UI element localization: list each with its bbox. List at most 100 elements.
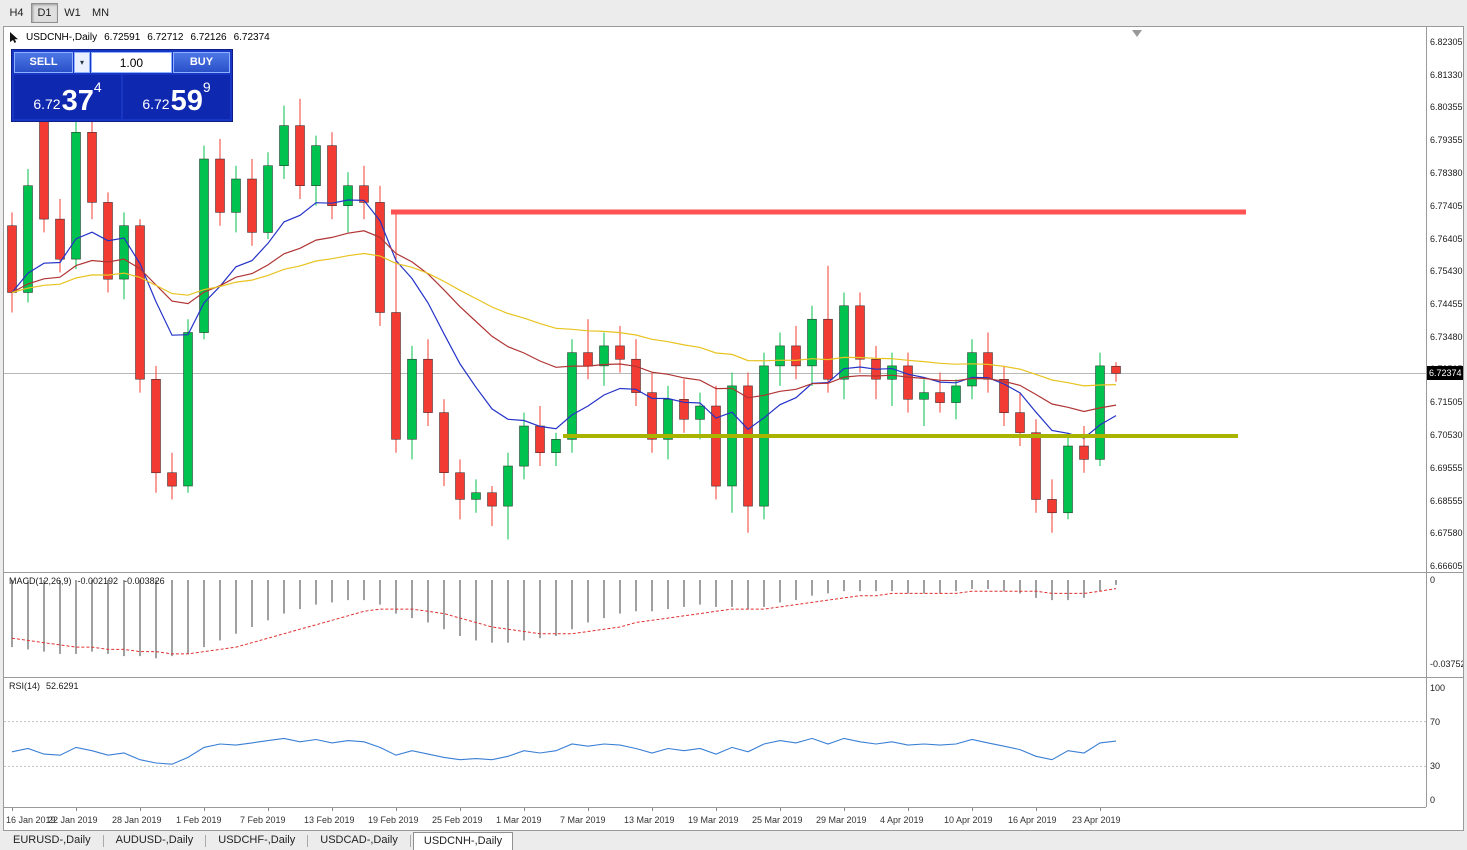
tab-usdcad-daily[interactable]: USDCAD-,Daily [320, 834, 398, 846]
volume-input[interactable] [90, 52, 172, 73]
time-axis-tick [1100, 808, 1101, 811]
macd-histogram-bar [315, 580, 317, 605]
candle-body [503, 465, 513, 507]
time-axis-label: 1 Feb 2019 [176, 815, 222, 825]
buy-button[interactable]: BUY [172, 52, 230, 73]
candle-body [855, 305, 865, 360]
candle-body [1015, 412, 1025, 433]
rsi-indicator-canvas[interactable] [4, 677, 1426, 807]
rsi-axis-label: 70 [1430, 717, 1441, 727]
macd-histogram-bar [491, 580, 493, 643]
candle-body [1047, 499, 1057, 514]
macd-histogram-bar [155, 580, 157, 659]
candle-body [583, 352, 593, 367]
tab-divider [102, 835, 104, 847]
candle-body [1063, 445, 1073, 514]
ma-mid-line [11, 230, 1117, 413]
time-axis-label: 19 Feb 2019 [368, 815, 419, 825]
rsi-name-label: RSI(14) [9, 681, 41, 691]
time-axis-tick [844, 808, 845, 811]
time-axis-tick [204, 808, 205, 811]
macd-histogram-bar [1003, 580, 1005, 592]
macd-histogram-bar [1067, 580, 1069, 601]
timeframe-toolbar: H4 D1 W1 MN [3, 1, 114, 25]
timeframe-w1-button[interactable]: W1 [64, 7, 81, 19]
macd-histogram-bar [747, 580, 749, 610]
price-axis-label: 6.79355 [1430, 135, 1463, 145]
macd-histogram-bar [43, 580, 45, 652]
macd-histogram-bar [875, 580, 877, 592]
macd-indicator-canvas[interactable] [4, 572, 1426, 677]
tab-audusd-daily[interactable]: AUDUSD-,Daily [115, 834, 194, 846]
macd-histogram-bar [907, 580, 909, 594]
macd-histogram-bar [1019, 580, 1021, 594]
time-axis-label: 10 Apr 2019 [944, 815, 993, 825]
chart-symbol-label: USDCNH-,Daily [26, 32, 98, 43]
chart-window[interactable]: 6.72374 6.82305 6.81330 6.80355 6.79355 6.78… [3, 26, 1464, 831]
sell-price-pips: 37 [61, 85, 94, 117]
chart-shift-marker[interactable] [1132, 30, 1142, 37]
timeframe-d1-button[interactable]: D1 [31, 3, 58, 23]
candle-body [199, 158, 209, 333]
timeframe-h4-button[interactable]: H4 [9, 7, 24, 19]
timeframe-mn-button[interactable]: MN [92, 7, 110, 19]
candle-body [151, 379, 161, 474]
candle-body [615, 345, 625, 360]
sell-price-display[interactable]: 6.72 37 4 [14, 75, 121, 119]
time-axis-tick [332, 808, 333, 811]
candle-body [311, 145, 321, 186]
time-axis-label: 7 Mar 2019 [560, 815, 606, 825]
macd-histogram-bar [139, 580, 141, 657]
macd-histogram-bar [395, 580, 397, 614]
candle-body [919, 392, 929, 400]
candle-body [951, 385, 961, 403]
price-axis-label: 6.69555 [1430, 463, 1463, 473]
price-axis-label: 6.76405 [1430, 234, 1463, 244]
time-axis-tick [908, 808, 909, 811]
candle-body [295, 125, 305, 186]
tab-usdchf-daily[interactable]: USDCHF-,Daily [218, 834, 296, 846]
macd-histogram-bar [859, 580, 861, 592]
macd-signal-line [11, 588, 1117, 655]
macd-histogram-bar [219, 580, 221, 641]
candle-body [535, 425, 545, 453]
time-axis-label: 16 Apr 2019 [1008, 815, 1057, 825]
macd-histogram-bar [27, 580, 29, 650]
candle-body [967, 352, 977, 387]
macd-histogram-bar [635, 580, 637, 612]
candle-body [695, 405, 705, 420]
macd-histogram-bar [1115, 580, 1117, 585]
macd-histogram-bar [123, 580, 125, 657]
buy-price-display[interactable]: 6.72 59 9 [123, 75, 230, 119]
candle-body [791, 345, 801, 367]
price-axis-label: 6.77405 [1430, 201, 1463, 211]
macd-signal-value: -0.003826 [124, 576, 165, 586]
tab-eurusd-daily[interactable]: EURUSD-,Daily [13, 834, 91, 846]
macd-histogram-bar [715, 580, 717, 607]
support-line [563, 434, 1238, 438]
macd-axis: 0 -0.037529 [1426, 572, 1463, 677]
candle-body [823, 318, 833, 380]
candle-body [439, 412, 449, 473]
time-axis-label: 25 Mar 2019 [752, 815, 803, 825]
tab-divider [307, 835, 309, 847]
candle-body [775, 345, 785, 367]
volume-dropdown-button[interactable]: ▾ [74, 52, 90, 73]
candle-body [231, 178, 241, 213]
tab-usdcnh-daily[interactable]: USDCNH-,Daily [412, 832, 514, 850]
macd-histogram-bar [475, 580, 477, 641]
macd-histogram-bar [571, 580, 573, 630]
macd-axis-label: -0.037529 [1430, 659, 1463, 669]
candle-body [567, 352, 577, 440]
macd-histogram-bar [603, 580, 605, 619]
price-chart-canvas[interactable] [4, 27, 1426, 572]
price-axis-label: 6.75430 [1430, 266, 1463, 276]
candle-body [247, 178, 257, 233]
macd-histogram-bar [379, 580, 381, 605]
sell-button[interactable]: SELL [14, 52, 74, 73]
candle-body [647, 392, 657, 440]
candle-body [471, 492, 481, 500]
candle-body [1095, 365, 1105, 460]
candle-body [391, 312, 401, 440]
